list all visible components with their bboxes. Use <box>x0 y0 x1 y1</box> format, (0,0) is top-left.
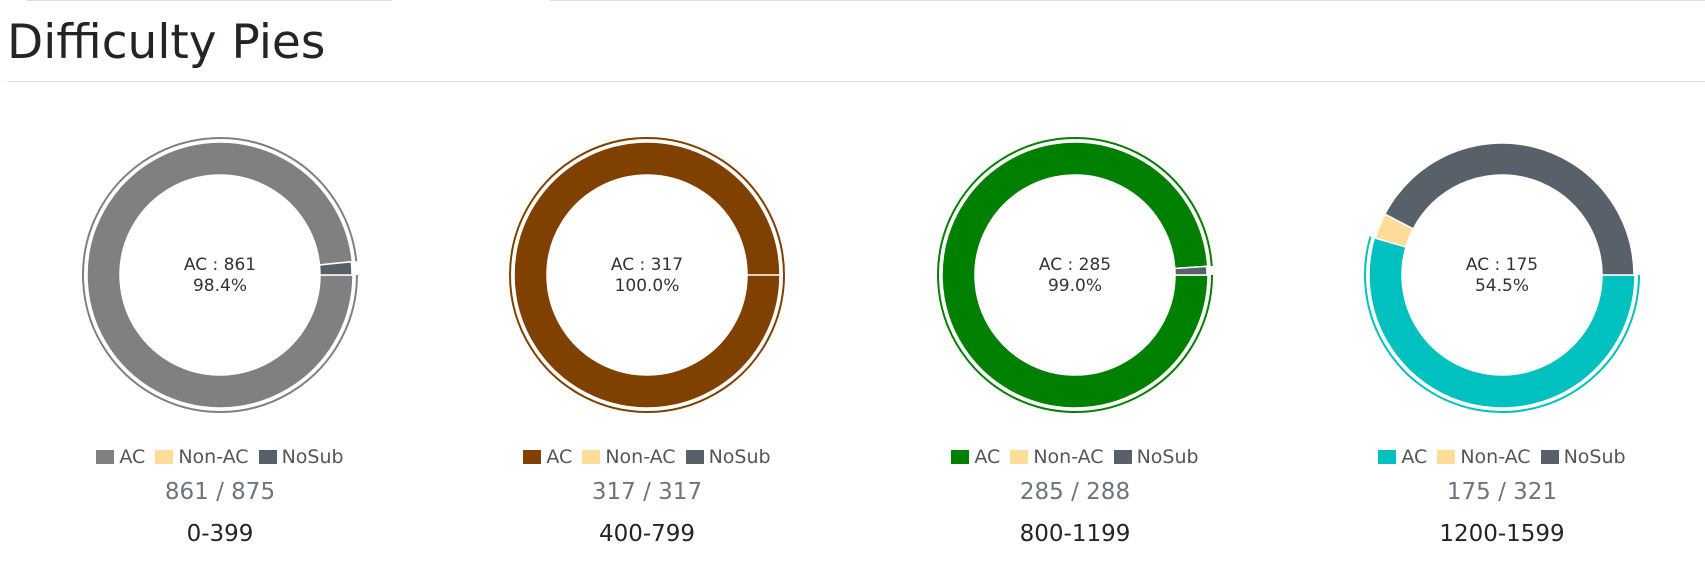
ac-highlight-ring <box>937 137 1213 413</box>
legend-item-nosub[interactable]: NoSub <box>1113 445 1199 469</box>
pie-chart-3: AC : 285 99.0% AC Non-AC NoSub 285 / 288 800-1… <box>865 125 1285 555</box>
difficulty-range-label: 0-399 <box>186 521 254 547</box>
ac-highlight-ring <box>82 137 358 413</box>
legend-label: Non-AC <box>1033 446 1104 468</box>
pie-slice-nosub[interactable] <box>1173 265 1208 276</box>
legend-item-non-ac[interactable]: Non-AC <box>155 445 249 469</box>
legend-item-non-ac[interactable]: Non-AC <box>1437 445 1531 469</box>
pie-legend: AC Non-AC NoSub <box>10 445 430 470</box>
legend-label: NoSub <box>1563 446 1626 468</box>
donut-chart <box>1364 142 1640 413</box>
tab-border-right <box>550 0 1705 1</box>
legend-item-nosub[interactable]: NoSub <box>685 445 771 469</box>
legend-item-non-ac[interactable]: Non-AC <box>582 445 676 469</box>
donut-chart <box>82 137 358 413</box>
legend-swatch <box>523 450 542 464</box>
pie-legend: AC Non-AC NoSub <box>437 445 857 470</box>
legend-item-nosub[interactable]: NoSub <box>1540 445 1626 469</box>
pie-slice-nosub[interactable] <box>1383 142 1635 276</box>
center-ac-count: AC : 861 <box>183 255 257 275</box>
legend-swatch <box>1540 450 1559 464</box>
legend-item-ac[interactable]: AC <box>951 445 1000 469</box>
solved-count: 861 / 875 <box>164 479 276 505</box>
legend-swatch <box>1437 450 1456 464</box>
center-ac-count: AC : 175 <box>1465 255 1539 275</box>
solved-count: 175 / 321 <box>1446 479 1558 505</box>
legend-swatch <box>258 450 277 464</box>
pie-legend: AC Non-AC NoSub <box>1292 445 1705 470</box>
donut-chart <box>509 137 785 413</box>
legend-item-ac[interactable]: AC <box>1378 445 1427 469</box>
center-ac-percent: 99.0% <box>1047 276 1102 296</box>
legend-swatch <box>155 450 174 464</box>
center-ac-count: AC : 285 <box>1038 255 1112 275</box>
pie-chart-4: AC : 175 54.5% AC Non-AC NoSub 175 / 321 1200-… <box>1292 125 1705 555</box>
difficulty-range-label: 1200-1599 <box>1439 521 1565 547</box>
legend-label: Non-AC <box>1460 446 1531 468</box>
legend-swatch <box>1113 450 1132 464</box>
center-ac-percent: 100.0% <box>614 276 680 296</box>
title-divider <box>7 81 1705 82</box>
pie-center-label: AC : 317 100.0% <box>507 255 787 297</box>
pie-slice-nosub[interactable] <box>318 260 353 276</box>
legend-label: AC <box>119 446 146 468</box>
difficulty-range-label: 400-799 <box>598 521 696 547</box>
legend-label: Non-AC <box>178 446 249 468</box>
legend-label: NoSub <box>708 446 771 468</box>
pie-slice-ac[interactable] <box>86 141 354 409</box>
solved-count: 285 / 288 <box>1019 479 1131 505</box>
donut-chart <box>937 137 1213 413</box>
pie-center-label: AC : 285 99.0% <box>935 255 1215 297</box>
solved-count: 317 / 317 <box>591 479 703 505</box>
center-ac-percent: 54.5% <box>1474 276 1529 296</box>
center-ac-percent: 98.4% <box>192 276 247 296</box>
pie-center-label: AC : 861 98.4% <box>80 255 360 297</box>
difficulty-range-label: 800-1199 <box>1019 521 1131 547</box>
legend-label: Non-AC <box>605 446 676 468</box>
legend-label: AC <box>1401 446 1428 468</box>
legend-swatch <box>96 450 115 464</box>
pie-center-label: AC : 175 54.5% <box>1362 255 1642 297</box>
legend-swatch <box>582 450 601 464</box>
legend-item-ac[interactable]: AC <box>96 445 145 469</box>
ac-highlight-ring <box>509 137 785 413</box>
pie-slice-ac[interactable] <box>1368 236 1636 409</box>
legend-item-non-ac[interactable]: Non-AC <box>1010 445 1104 469</box>
legend-swatch <box>685 450 704 464</box>
legend-label: NoSub <box>281 446 344 468</box>
pie-slice-ac[interactable] <box>941 141 1209 409</box>
center-ac-count: AC : 317 <box>610 255 684 275</box>
pie-legend: AC Non-AC NoSub <box>865 445 1285 470</box>
top-tab-border <box>0 0 1705 3</box>
pie-chart-1: AC : 861 98.4% AC Non-AC NoSub 861 / 875 0-399 <box>10 125 430 555</box>
legend-swatch <box>1378 450 1397 464</box>
legend-item-nosub[interactable]: NoSub <box>258 445 344 469</box>
tab-border-left <box>26 0 392 1</box>
legend-label: AC <box>974 446 1001 468</box>
page-title: Difficulty Pies <box>7 15 326 70</box>
legend-label: AC <box>546 446 573 468</box>
legend-swatch <box>951 450 970 464</box>
ac-highlight-ring <box>1364 236 1640 413</box>
legend-label: NoSub <box>1136 446 1199 468</box>
legend-swatch <box>1010 450 1029 464</box>
pie-slice-ac[interactable] <box>513 141 781 409</box>
pie-chart-2: AC : 317 100.0% AC Non-AC NoSub 317 / 317 400-… <box>437 125 857 555</box>
legend-item-ac[interactable]: AC <box>523 445 572 469</box>
